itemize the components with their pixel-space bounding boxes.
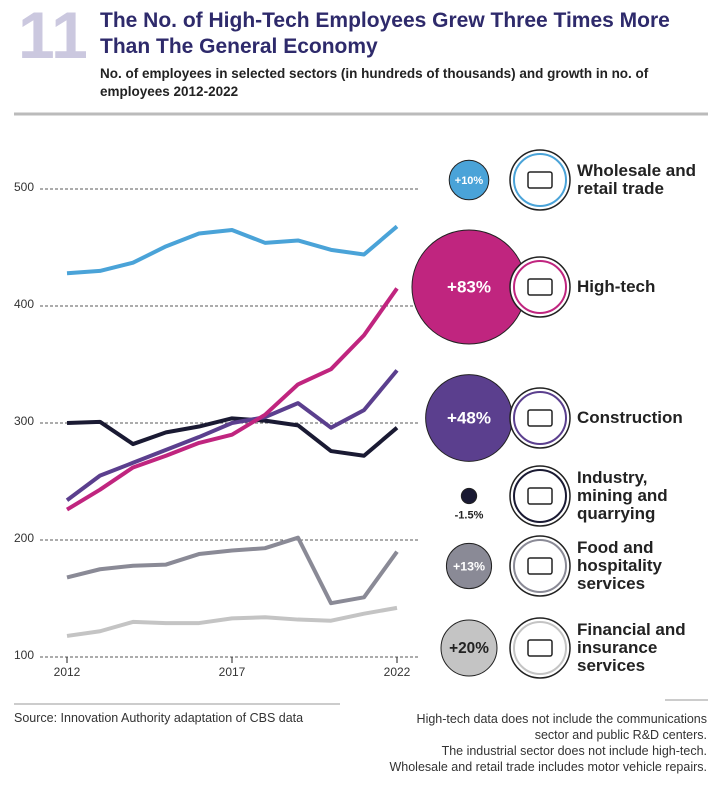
icon-circle: [509, 465, 571, 527]
series-line: [65, 287, 399, 512]
x-tick-label: 2022: [384, 665, 411, 679]
legend-label: High-tech: [577, 277, 656, 296]
icon-glyph: [527, 639, 553, 657]
note-line: The industrial sector does not include h…: [441, 744, 707, 758]
growth-label: +83%: [447, 277, 491, 296]
icon-circle: [509, 535, 571, 597]
x-tick-label: 2017: [219, 665, 246, 679]
note-line: Wholesale and retail trade includes moto…: [389, 760, 707, 774]
legend-label: Financial and insurance services: [577, 620, 686, 675]
series-line: [66, 605, 398, 638]
series-line: [66, 535, 399, 606]
chart-subtitle: No. of employees in selected sectors (in…: [100, 66, 649, 99]
growth-bubble: [460, 487, 478, 505]
icon-ring: [513, 469, 567, 523]
legend-label: Construction: [577, 408, 683, 427]
icon-circle: [509, 256, 571, 318]
growth-bubble: [445, 542, 493, 590]
icon-glyph: [527, 278, 553, 296]
icon-ring: [513, 621, 567, 675]
icon-ring: [513, 539, 567, 593]
growth-bubble: [448, 159, 490, 201]
series-line: [66, 416, 399, 458]
growth-label: -1.5%: [455, 510, 484, 522]
icon-ring: [513, 153, 567, 207]
growth-label: +48%: [447, 408, 491, 427]
source: Source: Innovation Authority adaptation …: [14, 711, 304, 725]
icon-circle: [509, 149, 571, 211]
icon-ring: [513, 391, 567, 445]
growth-bubble: [440, 619, 498, 677]
icon-glyph: [527, 171, 553, 189]
y-tick-label: 300: [14, 414, 34, 428]
notes: High-tech data does not include the comm…: [389, 711, 707, 775]
icon-ring: [513, 260, 567, 314]
x-tick-label: 2012: [54, 665, 81, 679]
series-line: [66, 224, 399, 276]
note-line: High-tech data does not include the comm…: [416, 712, 707, 726]
chart-title: The No. of High-Tech Employees Grew Thre…: [100, 9, 670, 58]
chart-number: 11: [18, 0, 88, 72]
y-tick-label: 200: [14, 531, 34, 545]
icon-glyph: [527, 409, 553, 427]
y-tick-label: 400: [14, 297, 34, 311]
y-tick-label: 500: [14, 180, 34, 194]
legend-label: Wholesale and retail trade: [577, 161, 697, 198]
note-line: sector and public R&D centers.: [534, 728, 707, 742]
icon-glyph: [527, 487, 553, 505]
growth-label: +13%: [453, 559, 485, 573]
icon-circle: [509, 387, 571, 449]
y-tick-label: 100: [14, 648, 34, 662]
growth-label: +20%: [449, 640, 489, 657]
legend-label: Industry, mining and quarrying: [577, 468, 668, 523]
legend-label: Food and hospitality services: [577, 538, 663, 593]
icon-glyph: [527, 557, 553, 575]
icon-circle: [509, 617, 571, 679]
growth-label: +10%: [455, 175, 484, 187]
series-line: [65, 369, 399, 502]
